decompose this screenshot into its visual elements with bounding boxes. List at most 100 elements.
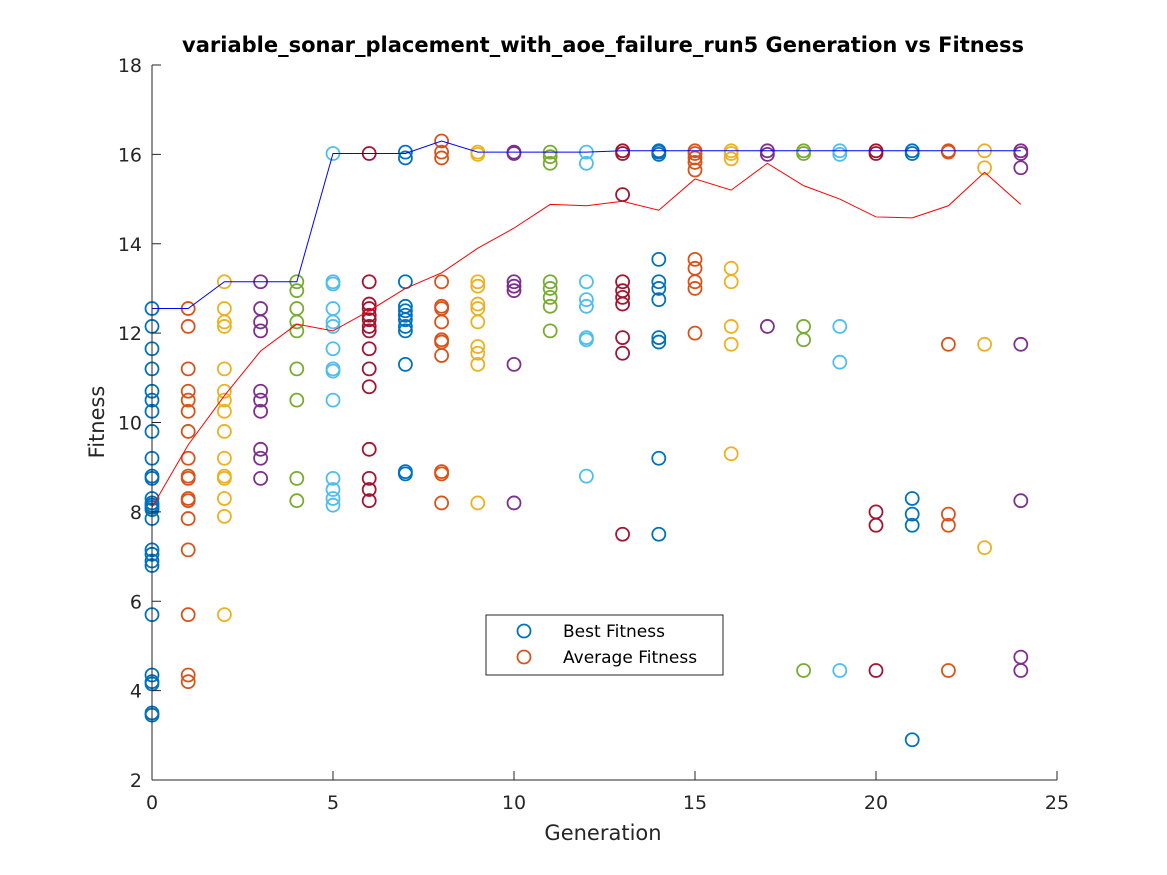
population-point [397, 466, 413, 482]
x-tick-label: 10 [502, 792, 526, 814]
population-point [1013, 493, 1029, 509]
population-point [180, 403, 196, 419]
population-point [1013, 160, 1029, 176]
population-point [651, 330, 667, 345]
population-point [579, 468, 594, 484]
population-point [723, 151, 739, 167]
population-point [506, 274, 522, 290]
population-point [361, 319, 377, 334]
y-tick-label: 6 [130, 591, 142, 613]
population-point [289, 493, 305, 509]
population-point [470, 278, 486, 294]
population-point [325, 392, 341, 408]
population-point [397, 312, 413, 328]
population-point [325, 341, 341, 357]
population-point [542, 281, 558, 296]
population-point [542, 149, 558, 165]
population-point [180, 667, 196, 683]
population-point [579, 155, 594, 171]
population-point [832, 319, 848, 334]
y-tick-label: 10 [118, 413, 142, 435]
population-point [651, 146, 667, 162]
legend-marker-best [516, 623, 532, 639]
axes-layer: 0 5 10 15 20 25 2 4 6 8 10 12 14 16 18 [118, 55, 1069, 814]
population-point [253, 392, 269, 408]
population-point [397, 323, 413, 339]
chart-title: variable_sonar_placement_with_aoe_failur… [182, 33, 1024, 57]
population-point [904, 506, 920, 522]
y-tick-label: 8 [130, 502, 142, 524]
x-tick-label: 15 [683, 792, 707, 814]
population-point [216, 491, 232, 506]
population-point [216, 319, 232, 334]
population-point [180, 674, 196, 690]
population-point [216, 403, 232, 419]
population-point [832, 354, 848, 370]
population-point [651, 251, 667, 267]
population-point [687, 251, 703, 267]
population-point [868, 517, 884, 533]
population-point [651, 292, 667, 308]
population-point [723, 319, 739, 334]
population-point [542, 298, 558, 314]
population-point [941, 663, 956, 678]
population-point [579, 274, 594, 290]
population-point [506, 146, 522, 161]
population-point [470, 146, 486, 162]
population-point [941, 506, 956, 522]
population-point [289, 314, 305, 330]
population-point [904, 517, 920, 533]
population-point [216, 450, 232, 466]
population-point [434, 144, 450, 160]
population-point [253, 314, 269, 330]
population-point [470, 296, 486, 312]
population-point [325, 314, 341, 330]
y-tick-label: 4 [130, 681, 142, 703]
population-point [180, 542, 196, 558]
population-point [216, 383, 232, 399]
population-point [651, 274, 667, 290]
x-tick-label: 5 [327, 792, 339, 814]
population-point [397, 307, 413, 323]
population-point [506, 283, 522, 299]
population-point [687, 162, 703, 178]
population-point [687, 325, 703, 341]
population-point [361, 441, 377, 457]
x-tick-label: 20 [864, 792, 888, 814]
population-point [579, 332, 594, 348]
population-point [506, 495, 522, 511]
population-point [434, 133, 450, 149]
population-point [180, 607, 196, 623]
population-point [434, 150, 450, 166]
population-point [361, 470, 377, 486]
population-point [615, 146, 630, 161]
population-point [289, 392, 305, 408]
population-point [687, 155, 703, 170]
population-point [253, 403, 269, 419]
population-point [361, 307, 377, 323]
population-point [687, 274, 703, 290]
line-layer [151, 140, 1022, 508]
y-axis-label: Fitness [85, 386, 109, 459]
population-point [434, 348, 450, 363]
population-point [542, 274, 558, 290]
population-point [325, 482, 341, 497]
population-point [796, 332, 811, 348]
legend-marker-average [516, 649, 532, 665]
population-point [977, 336, 992, 352]
population-point [434, 495, 450, 511]
population-point [760, 319, 775, 334]
population-point [470, 314, 486, 330]
population-point [180, 392, 196, 408]
population-point [180, 470, 196, 486]
population-point [542, 323, 558, 339]
y-tick-label: 12 [118, 323, 142, 345]
population-point [904, 491, 920, 506]
population-point [361, 312, 377, 328]
population-point [651, 334, 667, 350]
population-point [904, 146, 920, 161]
population-point [361, 482, 377, 497]
population-point [723, 274, 739, 290]
population-point [615, 274, 630, 290]
population-point [434, 274, 450, 290]
